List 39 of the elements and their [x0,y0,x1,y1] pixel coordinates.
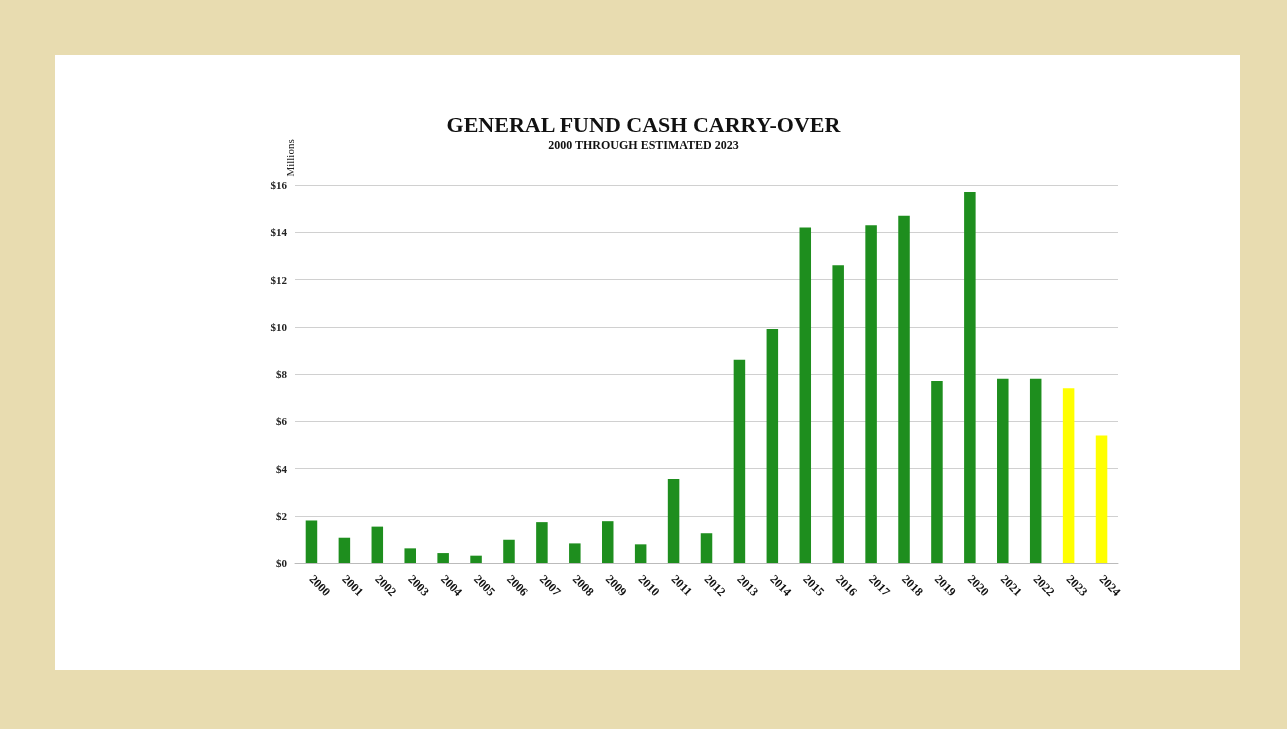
x-tick-label: 2007 [536,572,564,599]
y-tick-label: $4 [276,462,288,475]
bar [667,478,680,563]
bar [931,381,943,563]
bar [634,544,647,563]
bar [503,539,515,563]
bar [832,265,844,563]
bar [338,537,351,563]
bar [437,553,449,563]
y-tick-label: $12 [270,273,288,286]
bar [1029,378,1042,563]
y-tick-label: $14 [270,226,288,239]
bar [371,526,384,563]
y-tick-label: $8 [276,368,288,380]
bar [305,520,318,563]
y-axis-title: Millions [283,139,296,177]
bar [470,555,482,563]
chart-title: GENERAL FUND CASH CARRY-OVER [446,111,842,137]
bar [799,227,812,563]
y-tick-label: $0 [276,557,288,569]
bar [964,192,976,563]
bar [898,215,910,563]
bar [404,548,416,563]
bar [733,359,746,563]
y-tick-label: $16 [270,179,288,191]
y-tick-label: $6 [276,415,288,428]
bar [601,521,614,563]
y-tick-label: $10 [270,320,288,333]
bar [536,522,548,563]
chart-subtitle: 2000 THROUGH ESTIMATED 2023 [548,138,739,152]
bar [766,329,779,563]
y-tick-label: $2 [276,509,288,522]
bar [569,543,581,563]
bar [997,378,1009,563]
bar [700,533,713,563]
bar [1095,435,1108,563]
bar [865,225,877,563]
bar [1062,388,1075,563]
x-tick-label: 2017 [866,572,893,599]
